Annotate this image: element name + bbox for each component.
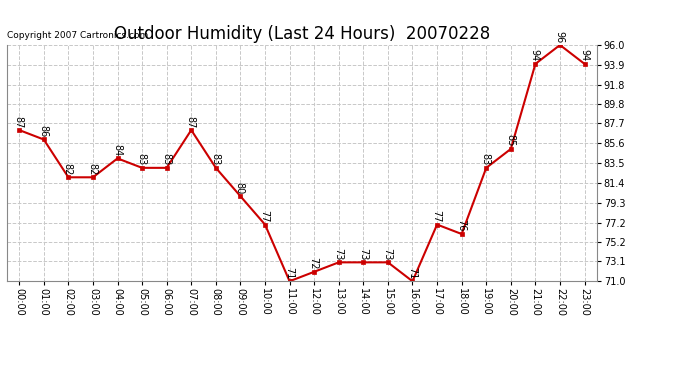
Text: 72: 72 — [308, 257, 319, 270]
Text: 77: 77 — [431, 210, 442, 222]
Text: 76: 76 — [456, 219, 466, 232]
Text: 83: 83 — [161, 153, 171, 166]
Text: 82: 82 — [63, 163, 73, 175]
Text: 94: 94 — [530, 50, 540, 62]
Text: 86: 86 — [38, 125, 48, 137]
Text: Copyright 2007 Cartronics.com: Copyright 2007 Cartronics.com — [7, 31, 148, 40]
Text: 80: 80 — [235, 182, 245, 194]
Text: 83: 83 — [210, 153, 220, 166]
Text: 87: 87 — [14, 116, 23, 128]
Text: 73: 73 — [333, 248, 343, 260]
Title: Outdoor Humidity (Last 24 Hours)  20070228: Outdoor Humidity (Last 24 Hours) 2007022… — [114, 26, 490, 44]
Text: 82: 82 — [88, 163, 97, 175]
Text: 87: 87 — [186, 116, 196, 128]
Text: 96: 96 — [555, 30, 564, 43]
Text: 71: 71 — [407, 267, 417, 279]
Text: 84: 84 — [112, 144, 122, 156]
Text: 77: 77 — [259, 210, 270, 222]
Text: 73: 73 — [382, 248, 393, 260]
Text: 94: 94 — [579, 50, 589, 62]
Text: 83: 83 — [137, 153, 146, 166]
Text: 83: 83 — [481, 153, 491, 166]
Text: 73: 73 — [358, 248, 368, 260]
Text: 85: 85 — [505, 134, 515, 147]
Text: 71: 71 — [284, 267, 294, 279]
